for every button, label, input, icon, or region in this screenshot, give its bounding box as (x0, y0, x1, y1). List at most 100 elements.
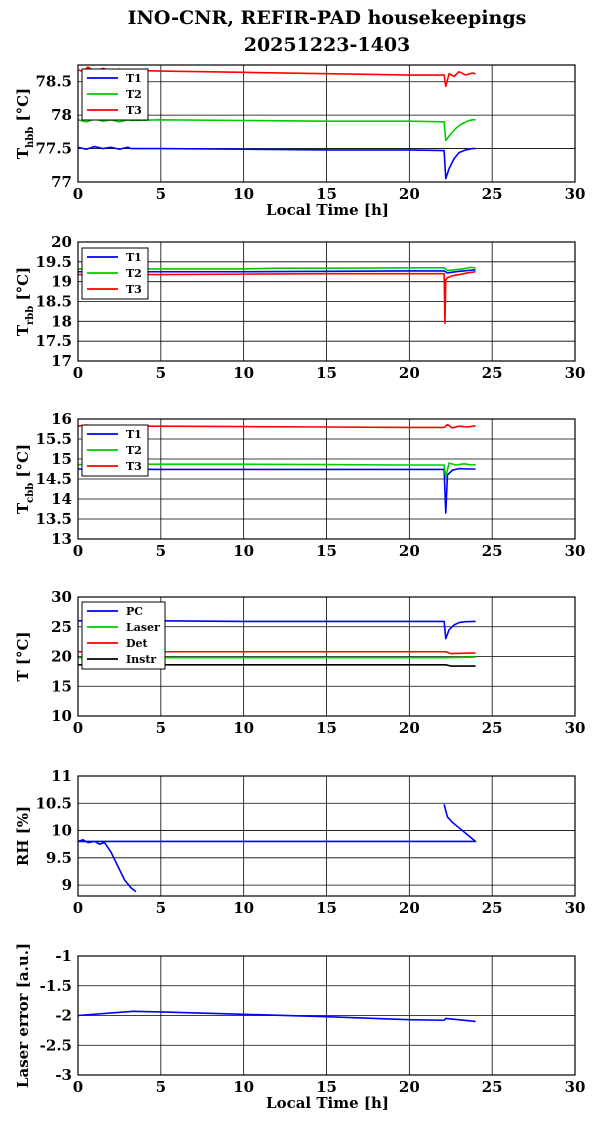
series-line-t1 (77, 467, 476, 514)
x-tick-label: 30 (565, 364, 586, 382)
y-tick-label: 25 (51, 618, 72, 636)
x-tick-label: 25 (482, 542, 503, 560)
y-tick-label: 20 (51, 233, 72, 251)
y-tick-label: 16 (51, 410, 72, 428)
x-tick-label: 20 (399, 719, 420, 737)
y-tick-label: 13 (51, 530, 72, 548)
y-tick-label: -2.5 (40, 1036, 72, 1054)
series-line-det (78, 650, 476, 655)
y-tick-label: 77.5 (35, 140, 72, 158)
y-tick-label: 14 (51, 490, 72, 508)
y-tick-label: 78 (51, 106, 72, 124)
y-tick-label: 9.5 (46, 849, 72, 867)
x-tick-label: 15 (316, 364, 337, 382)
legend-label: T3 (126, 460, 142, 473)
series-line-data (77, 1010, 476, 1023)
x-tick-label: 25 (482, 1078, 503, 1096)
figure-title-line2: 20251223-1403 (244, 34, 411, 56)
legend-label: Laser (126, 621, 160, 634)
y-tick-label: -3 (55, 1066, 72, 1084)
panel-4: 0 5 10 15 20 25 30 10 15 20 25 30 T [°C] PC Laser Det In… (14, 588, 585, 737)
legend-label: T2 (126, 444, 142, 457)
legend: T1 T2 T3 (81, 247, 149, 300)
legend-label: T2 (126, 88, 142, 101)
x-tick-label: 5 (156, 899, 166, 917)
legend-label: PC (126, 605, 143, 618)
x-tick-label: 0 (73, 542, 83, 560)
y-axis-label: Laser error [a.u.] (14, 943, 32, 1088)
x-tick-label: 5 (156, 185, 166, 203)
x-tick-label: 20 (399, 899, 420, 917)
x-tick-label: 25 (482, 185, 503, 203)
series-line-pc (78, 620, 476, 640)
plot-frame (77, 418, 576, 540)
x-tick-label: 5 (156, 542, 166, 560)
plot-frame (77, 241, 576, 362)
plot-frame (77, 955, 576, 1076)
y-tick-label: 14.5 (35, 470, 72, 488)
x-tick-label: 0 (73, 1078, 83, 1096)
x-tick-label: 30 (565, 719, 586, 737)
x-tick-label: 30 (565, 542, 586, 560)
x-tick-label: 25 (482, 364, 503, 382)
y-tick-label: 18 (51, 312, 72, 330)
x-tick-label: 20 (399, 185, 420, 203)
x-tick-label: 10 (233, 364, 254, 382)
x-tick-label: 15 (316, 542, 337, 560)
x-tick-label: 30 (565, 185, 586, 203)
y-axis-label: RH [%] (14, 806, 32, 866)
x-tick-label: 10 (233, 542, 254, 560)
x-tick-label: 25 (482, 899, 503, 917)
legend-label: T2 (126, 267, 142, 280)
x-tick-label: 5 (156, 1078, 166, 1096)
y-tick-label: 9 (62, 876, 72, 894)
x-axis-label: Local Time [h] (266, 201, 389, 219)
legend-label: T3 (126, 104, 142, 117)
x-tick-label: 20 (399, 542, 420, 560)
legend-box (81, 601, 166, 670)
panel-5: 0 5 10 15 20 25 30 9 9.5 10 10.5 11 RH [%] (14, 767, 585, 917)
y-tick-label: 30 (51, 588, 72, 606)
legend-label: T3 (126, 283, 142, 296)
x-tick-label: 10 (233, 1078, 254, 1096)
y-axis-label: Trbb [°C] (14, 267, 36, 336)
y-tick-label: -1.5 (40, 977, 72, 995)
y-tick-label: 17.5 (35, 332, 72, 350)
x-tick-label: 15 (316, 719, 337, 737)
y-tick-label: -1 (55, 947, 72, 965)
y-tick-label: 77 (51, 173, 72, 191)
x-tick-label: 10 (233, 185, 254, 203)
series-line-instr (78, 664, 476, 667)
y-axis-label: Thbb [°C] (14, 88, 36, 159)
x-axis-label: Local Time [h] (266, 1094, 389, 1112)
series-line-t3 (78, 270, 476, 325)
y-axis-label: Tcbb [°C] (14, 444, 36, 514)
x-tick-label: 5 (156, 364, 166, 382)
y-tick-label: 18.5 (35, 293, 72, 311)
y-tick-label: 15 (51, 450, 72, 468)
y-tick-label: 15 (51, 677, 72, 695)
x-tick-label: 20 (399, 364, 420, 382)
x-tick-label: 10 (233, 719, 254, 737)
legend-label: Det (126, 637, 149, 650)
x-tick-label: 0 (73, 185, 83, 203)
series-line-t1 (77, 145, 476, 180)
legend: T1 T2 T3 (81, 424, 149, 477)
y-tick-label: 10 (51, 822, 72, 840)
x-tick-label: 15 (316, 1078, 337, 1096)
legend-label: T1 (126, 72, 142, 85)
panel-3: 0 5 10 15 20 25 30 13 13.5 14 14.5 15 15.5 16 Tcbb [°C… (14, 410, 585, 560)
x-tick-label: 20 (399, 1078, 420, 1096)
plot-frame (77, 596, 576, 717)
legend-label: Instr (126, 653, 156, 666)
legend-label: T1 (126, 251, 142, 264)
series-line-t2 (78, 266, 476, 272)
x-tick-label: 15 (316, 185, 337, 203)
y-tick-label: 11 (51, 767, 72, 785)
y-tick-label: 13.5 (35, 510, 72, 528)
y-tick-label: 19.5 (35, 253, 72, 271)
series-line-data (77, 804, 477, 893)
y-tick-label: 20 (51, 648, 72, 666)
